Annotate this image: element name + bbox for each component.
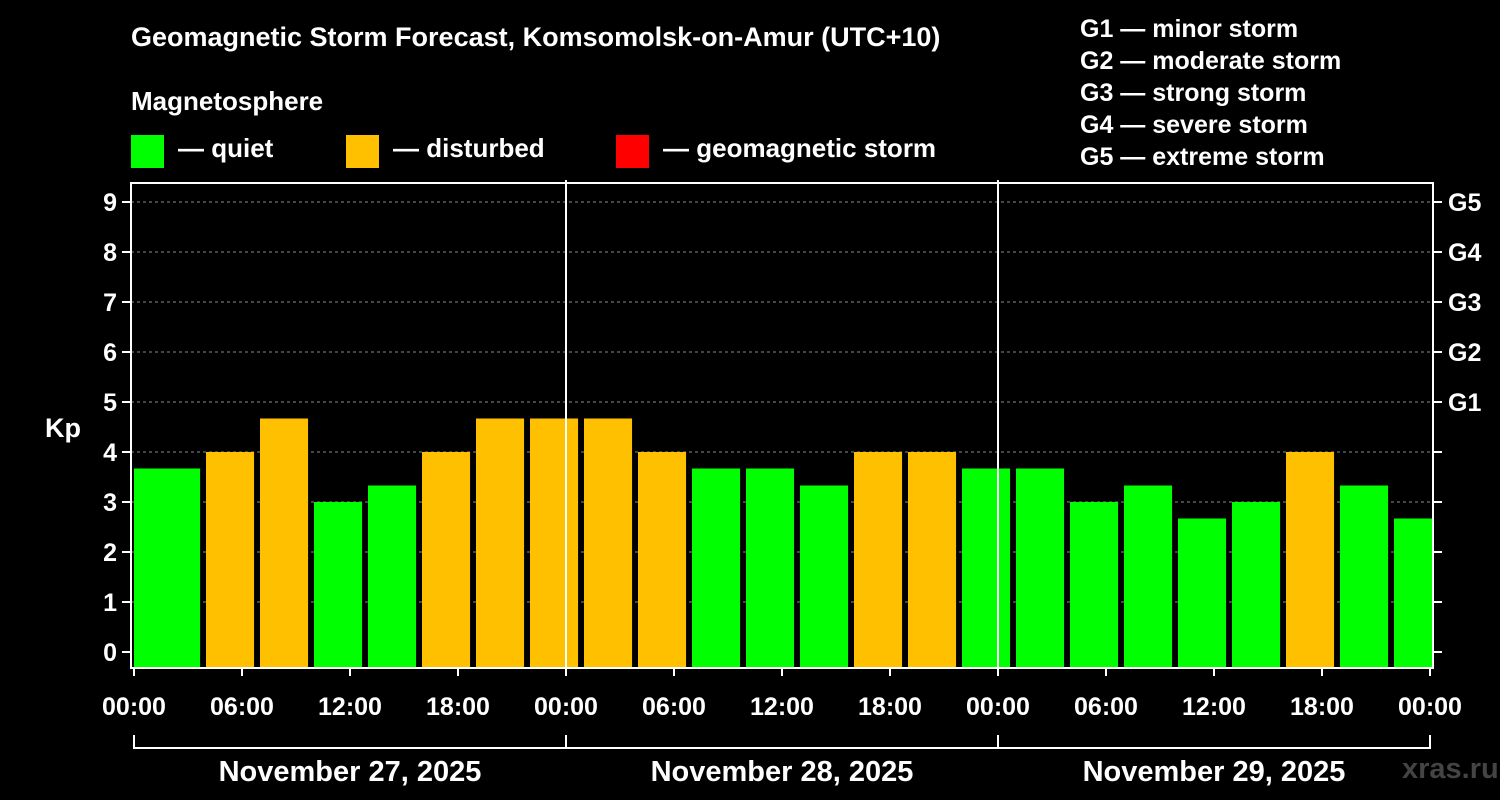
x-tick-label: 18:00 [426, 693, 490, 721]
legend-swatch-storm [616, 134, 649, 168]
chart-title: Geomagnetic Storm Forecast, Komsomolsk-o… [131, 22, 941, 52]
y-tick-label: 6 [103, 339, 117, 367]
date-label: November 28, 2025 [651, 756, 914, 788]
y-tick-label: 8 [103, 239, 117, 267]
legend-swatch-quiet [131, 134, 164, 168]
x-tick-label: 00:00 [966, 693, 1030, 721]
x-tick-label: 12:00 [750, 693, 814, 721]
kp-bar [638, 452, 687, 668]
legend-label-storm: — geomagnetic storm [663, 132, 937, 163]
kp-bar [746, 468, 795, 668]
right-tick-label: G5 [1448, 189, 1481, 217]
kp-bar [206, 452, 255, 668]
y-tick-label: 1 [103, 589, 117, 617]
kp-bar [530, 418, 579, 668]
watermark: xras.ru [1402, 753, 1499, 785]
kp-bar [692, 468, 741, 668]
x-tick-label: 12:00 [318, 693, 382, 721]
kp-bar [152, 468, 201, 668]
kp-bar [1286, 452, 1335, 668]
x-tick-label: 06:00 [210, 693, 274, 721]
kp-bar [1232, 502, 1281, 668]
kp-bar [314, 502, 363, 668]
x-tick-label: 18:00 [1290, 693, 1354, 721]
kp-bar [1016, 468, 1065, 668]
kp-bar [368, 485, 417, 668]
x-tick-label: 06:00 [642, 693, 706, 721]
storm-level-g5: G5 — extreme storm [1080, 143, 1325, 171]
legend-label-quiet: — quiet [178, 132, 274, 163]
right-tick-label: G4 [1448, 239, 1481, 267]
y-tick-label: 5 [103, 389, 117, 417]
kp-bar [1178, 518, 1227, 668]
y-axis-label: Kp [45, 413, 81, 443]
legend-label-disturbed: — disturbed [393, 132, 545, 163]
kp-bar [1340, 485, 1389, 668]
kp-bar [260, 418, 309, 668]
kp-bar [962, 468, 1011, 668]
storm-level-g1: G1 — minor storm [1080, 15, 1299, 43]
y-tick-label: 7 [103, 289, 117, 317]
kp-bar [800, 485, 849, 668]
kp-bar [854, 452, 903, 668]
kp-bar [1124, 485, 1173, 668]
x-tick-label: 18:00 [858, 693, 922, 721]
chart-subtitle: Magnetosphere [131, 86, 324, 116]
legend-item-disturbed: — disturbed [346, 132, 545, 168]
x-tick-label: 00:00 [534, 693, 598, 721]
storm-level-g3: G3 — strong storm [1080, 79, 1307, 107]
date-label: November 27, 2025 [219, 756, 482, 788]
right-tick-label: G1 [1448, 389, 1481, 417]
y-tick-label: 4 [103, 439, 117, 467]
right-tick-label: G2 [1448, 339, 1481, 367]
legend-item-storm: — geomagnetic storm [616, 132, 937, 168]
y-tick-label: 0 [103, 639, 117, 667]
kp-bar [1394, 518, 1433, 668]
kp-bar [476, 418, 525, 668]
legend-swatch-disturbed [346, 134, 379, 168]
x-tick-label: 12:00 [1182, 693, 1246, 721]
kp-bar [1070, 502, 1119, 668]
y-tick-label: 3 [103, 489, 117, 517]
storm-level-g2: G2 — moderate storm [1080, 47, 1342, 75]
x-tick-label: 06:00 [1074, 693, 1138, 721]
storm-level-g4: G4 — severe storm [1080, 111, 1308, 139]
kp-bar [908, 452, 957, 668]
legend-item-quiet: — quiet [131, 132, 274, 168]
y-tick-label: 9 [103, 189, 117, 217]
x-tick-label: 00:00 [1398, 693, 1462, 721]
date-label: November 29, 2025 [1083, 756, 1346, 788]
kp-bar [584, 418, 633, 668]
x-tick-label: 00:00 [102, 693, 166, 721]
kp-bar [422, 452, 471, 668]
y-tick-label: 2 [103, 539, 117, 567]
right-tick-label: G3 [1448, 289, 1481, 317]
